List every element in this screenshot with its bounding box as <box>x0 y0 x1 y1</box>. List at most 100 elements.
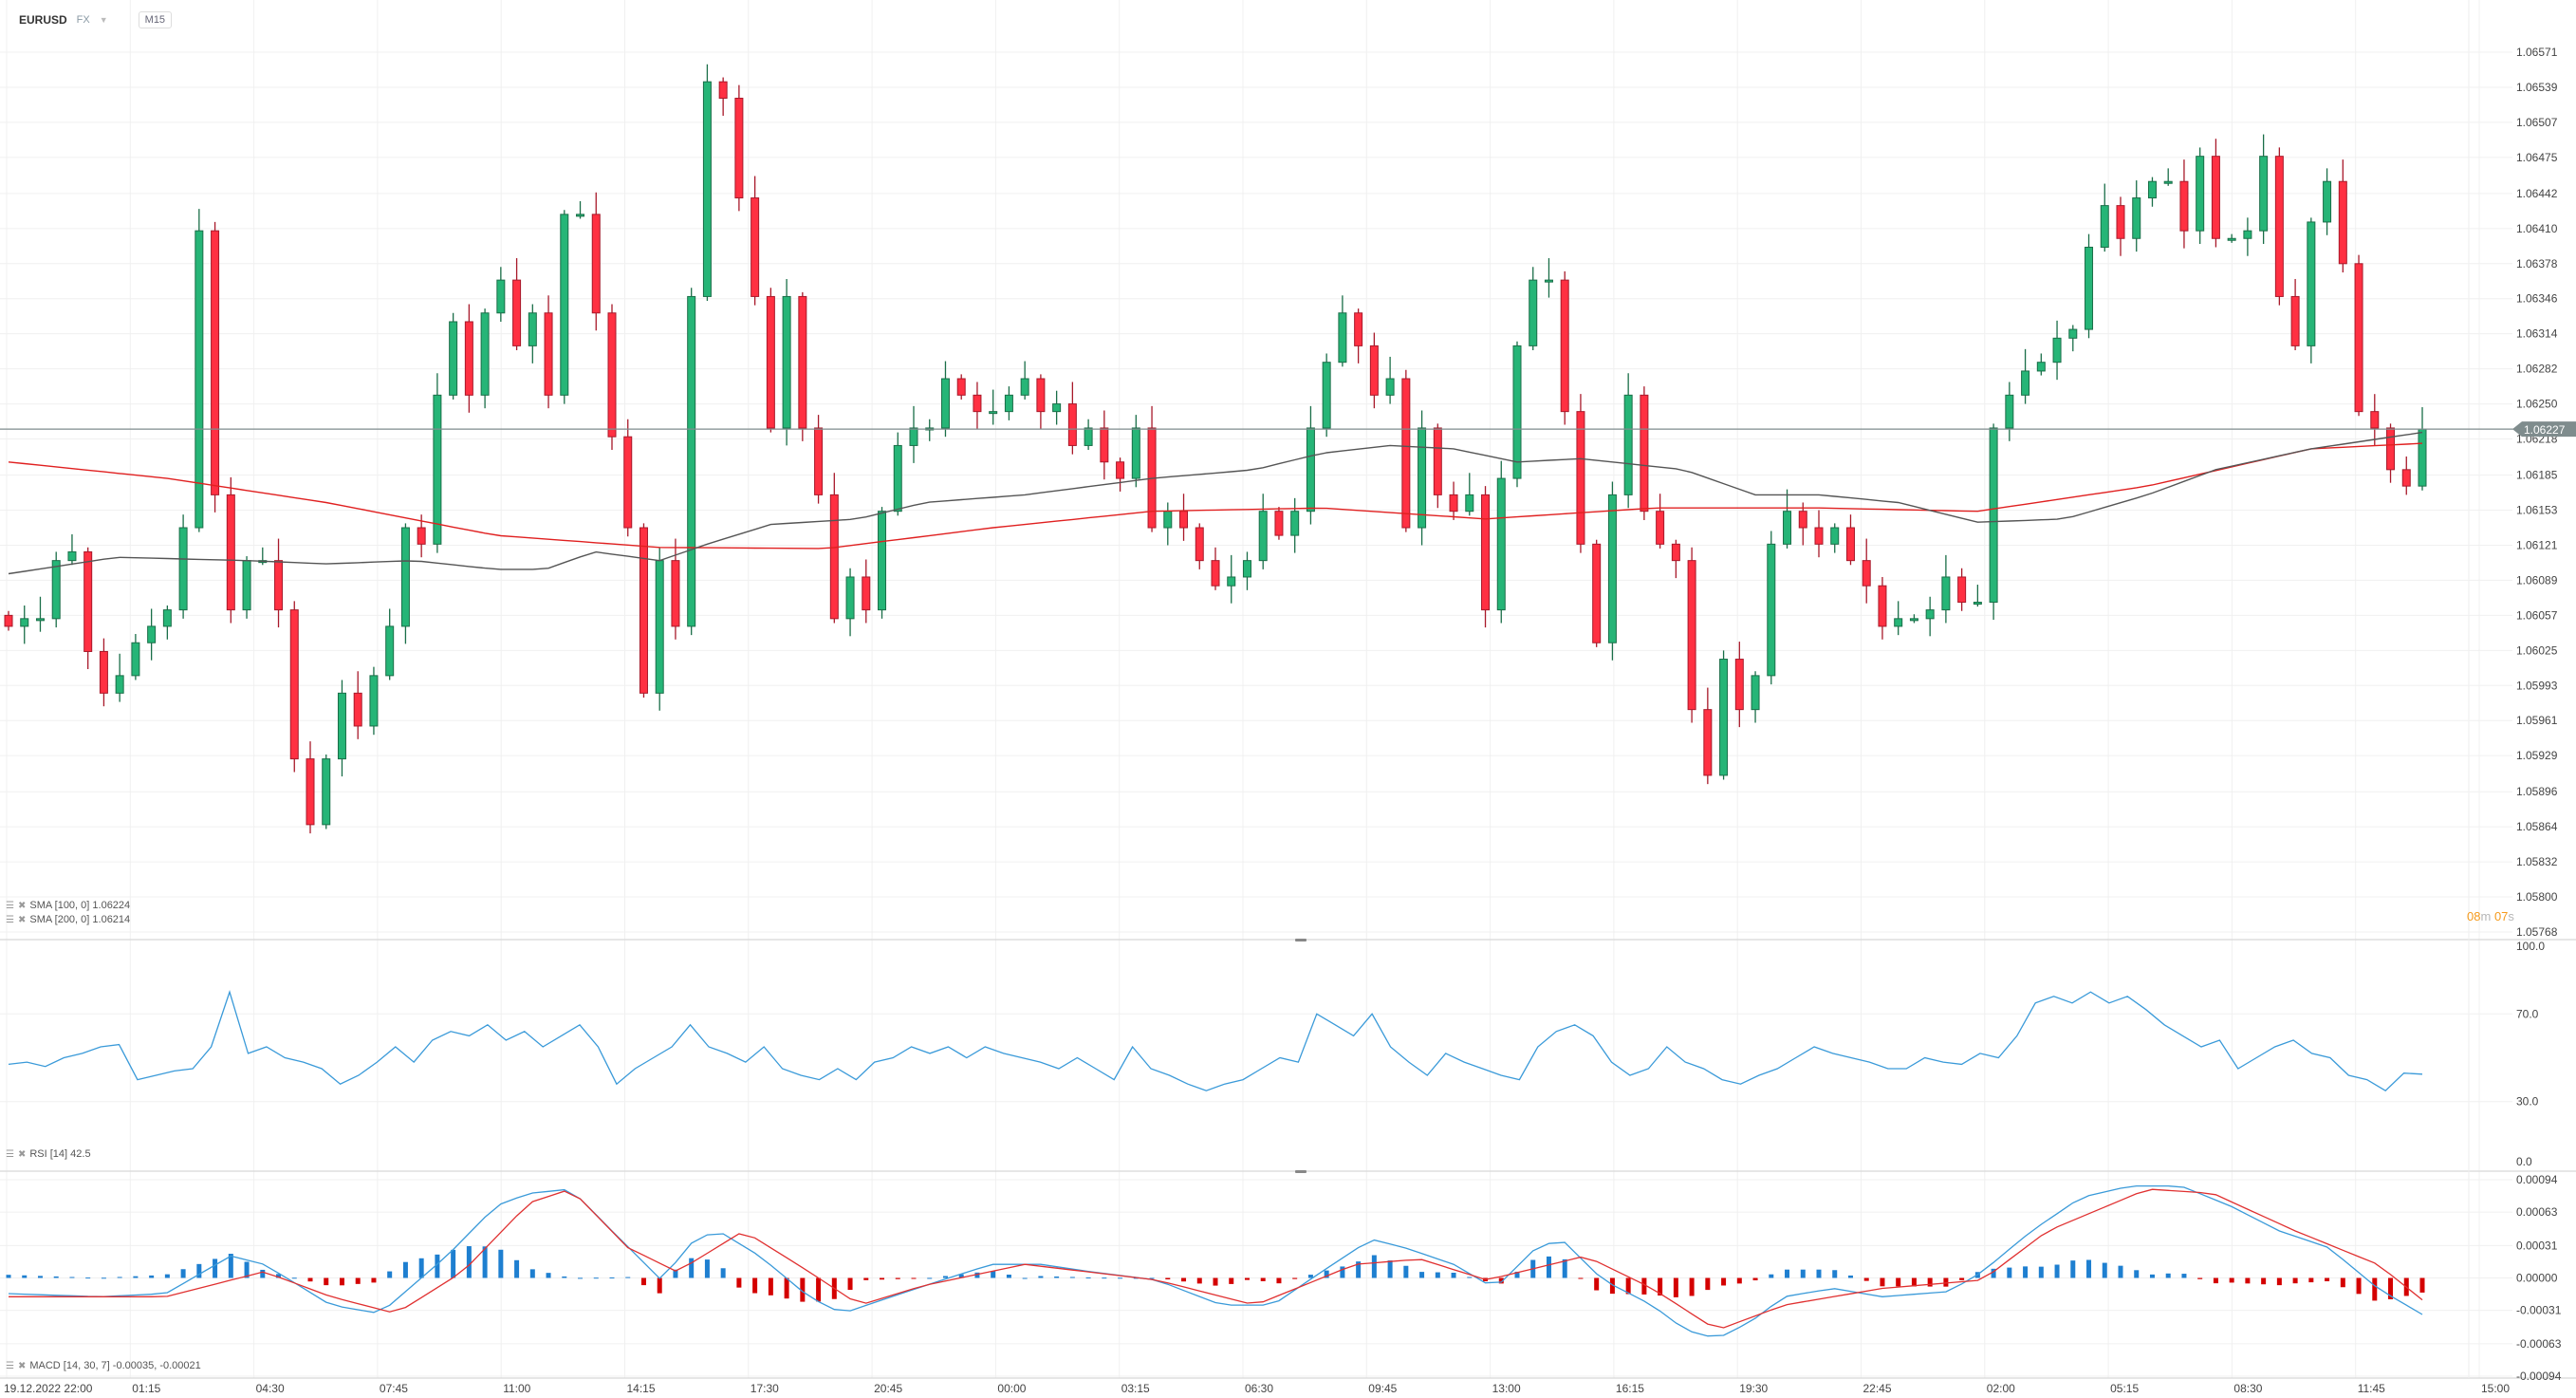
candle <box>1385 356 1395 404</box>
price-axis-label: 1.06121 <box>2516 538 2558 551</box>
candle <box>1179 494 1189 541</box>
macd-histogram-bar <box>689 1258 695 1278</box>
settings-icon[interactable]: ☰ <box>6 914 14 925</box>
candle <box>1830 523 1840 553</box>
macd-histogram-bar <box>514 1259 520 1278</box>
candle-body <box>1783 511 1792 545</box>
candle-body <box>655 560 664 694</box>
price-axis-label: 1.06475 <box>2516 151 2558 164</box>
candle-body <box>2132 197 2141 239</box>
candle <box>1814 510 1824 558</box>
macd-histogram-bar <box>451 1249 456 1278</box>
macd-axis-label: 0.00094 <box>2516 1173 2558 1186</box>
pane-resize-handle[interactable] <box>1295 939 1307 941</box>
candle <box>2418 407 2427 491</box>
candle <box>1640 386 1649 520</box>
legend-sma200-text: SMA [200, 0] 1.06214 <box>29 914 131 925</box>
candle-body <box>433 394 442 545</box>
macd-axis-label: -0.00063 <box>2516 1337 2562 1351</box>
candle <box>1227 554 1236 604</box>
macd-histogram-bar <box>1229 1277 1234 1284</box>
macd-histogram-bar <box>1133 1277 1139 1279</box>
candle-body <box>147 625 157 643</box>
candle-body <box>1560 279 1569 413</box>
candle-body <box>2196 156 2205 232</box>
macd-histogram-bar <box>1356 1261 1362 1278</box>
candle <box>2307 217 2316 363</box>
macd-histogram-bar <box>1880 1277 1885 1287</box>
candle-body <box>2068 328 2078 339</box>
macd-histogram-bar <box>1736 1277 1742 1284</box>
macd-histogram-bar <box>1069 1277 1075 1278</box>
close-icon[interactable]: ✖ <box>17 1148 27 1160</box>
candle <box>400 523 410 644</box>
symbol-label[interactable]: EURUSD <box>19 13 67 27</box>
macd-histogram-bar <box>752 1277 758 1294</box>
candle-body <box>1020 378 1029 396</box>
candle-body <box>178 527 188 611</box>
candle-body <box>909 427 918 446</box>
candle-body <box>1227 576 1236 587</box>
candle-body <box>385 625 395 677</box>
candle-body <box>862 576 871 611</box>
candle <box>1592 539 1602 647</box>
candle-body <box>2418 428 2427 487</box>
settings-icon[interactable]: ☰ <box>6 900 14 911</box>
macd-histogram-bar <box>816 1277 822 1302</box>
candle <box>2243 217 2252 256</box>
macd-histogram-bar <box>2197 1277 2203 1279</box>
close-icon[interactable]: ✖ <box>17 900 27 911</box>
candle <box>2274 147 2284 306</box>
macd-histogram-bar <box>260 1269 266 1278</box>
close-icon[interactable]: ✖ <box>17 914 27 925</box>
macd-histogram-bar <box>1911 1277 1917 1287</box>
candle <box>162 605 172 640</box>
chevron-down-icon[interactable]: ▼ <box>99 15 108 25</box>
candle <box>1560 270 1569 425</box>
candle-body <box>4 614 13 627</box>
candle-body <box>1401 378 1411 529</box>
candle <box>925 419 935 441</box>
macd-histogram-bar <box>562 1276 567 1278</box>
timeframe-selector[interactable]: M15 <box>138 11 173 28</box>
close-icon[interactable]: ✖ <box>17 1360 27 1371</box>
macd-histogram-bar <box>1721 1277 1727 1286</box>
price-axis-label: 1.06153 <box>2516 504 2558 517</box>
price-axis-label: 1.06314 <box>2516 327 2558 341</box>
macd-histogram-bar <box>371 1277 377 1283</box>
candle-body <box>1941 576 1951 611</box>
macd-histogram-bar <box>6 1275 11 1278</box>
candle <box>1719 650 1729 780</box>
candle <box>1004 386 1013 420</box>
candle <box>178 514 188 619</box>
rsi-axis-label: 70.0 <box>2516 1007 2539 1020</box>
time-axis-label: 03:15 <box>1121 1382 1150 1395</box>
candle <box>20 605 29 644</box>
candle <box>544 295 553 409</box>
macd-histogram-bar <box>2149 1274 2155 1278</box>
time-axis-label: 20:45 <box>874 1382 902 1395</box>
candle-body <box>1418 427 1427 529</box>
candle <box>560 210 569 404</box>
macd-histogram-bar <box>609 1277 615 1279</box>
candle <box>845 568 855 637</box>
price-axis-label: 1.06185 <box>2516 469 2558 482</box>
macd-histogram-bar <box>1276 1277 1282 1284</box>
candle <box>2338 159 2347 273</box>
candle-body <box>1100 427 1109 463</box>
settings-icon[interactable]: ☰ <box>6 1148 14 1160</box>
macd-histogram-bar <box>2388 1277 2394 1299</box>
candle-body <box>1258 511 1268 562</box>
macd-histogram-bar <box>2118 1265 2123 1278</box>
candle <box>639 523 648 698</box>
macd-histogram-bar <box>1371 1255 1377 1278</box>
macd-histogram-bar <box>1514 1271 1520 1278</box>
candle <box>2370 394 2380 446</box>
pane-resize-handle[interactable] <box>1295 1170 1307 1173</box>
macd-histogram-bar <box>640 1277 646 1286</box>
macd-histogram-bar <box>1800 1269 1806 1278</box>
settings-icon[interactable]: ☰ <box>6 1360 14 1371</box>
candle <box>1067 382 1077 455</box>
candle-body <box>2243 230 2252 239</box>
